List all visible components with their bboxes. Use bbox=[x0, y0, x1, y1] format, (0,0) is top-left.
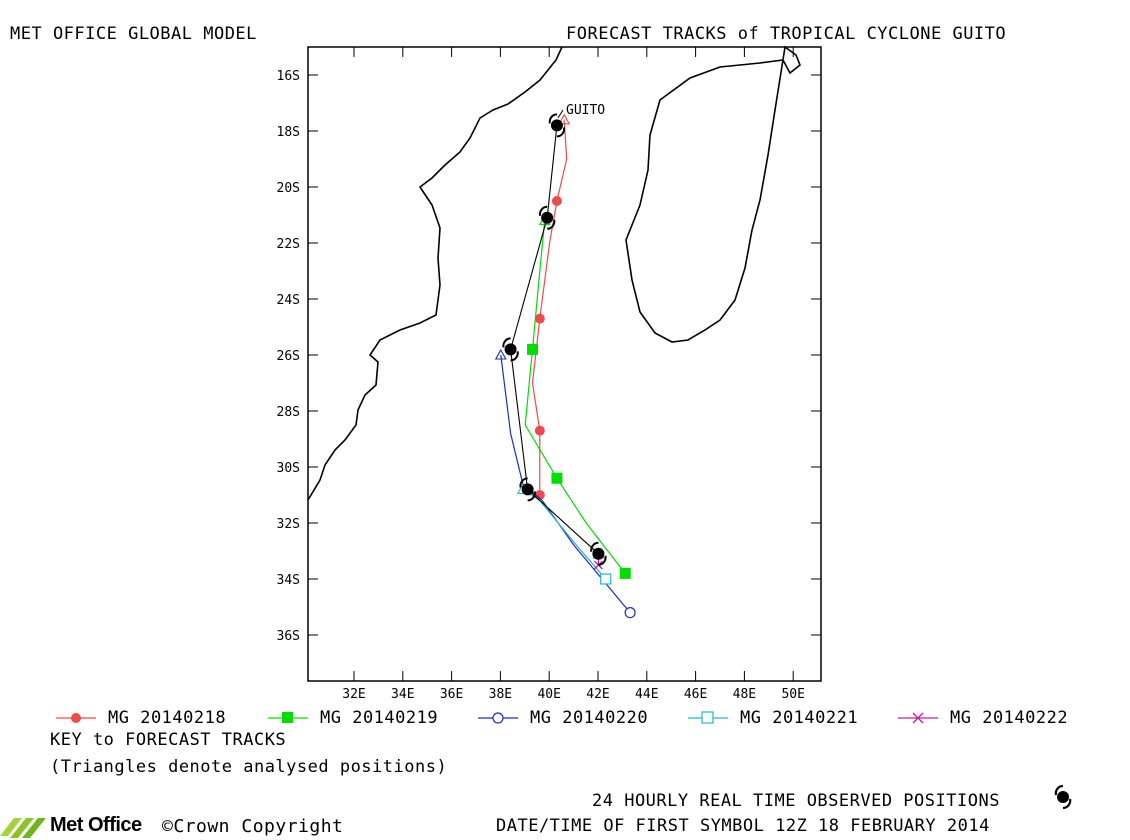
legend-label: MG 20140219 bbox=[320, 708, 439, 728]
lat-tick-label: 16S bbox=[277, 69, 300, 84]
forecast-track-mg-20140220 bbox=[494, 348, 636, 619]
storm-label-leader bbox=[557, 109, 564, 119]
legend-key-note: (Triangles denote analysed positions) bbox=[50, 757, 448, 777]
legend-label: MG 20140218 bbox=[108, 708, 227, 728]
lat-tick-label: 30S bbox=[277, 461, 300, 476]
lon-tick-label: 34E bbox=[391, 687, 414, 702]
lat-tick-label: 26S bbox=[277, 349, 300, 364]
lon-tick-label: 38E bbox=[489, 687, 512, 702]
cyclone-symbol-icon bbox=[538, 205, 556, 230]
lat-tick-label: 36S bbox=[277, 629, 300, 644]
legend-marker-icon bbox=[898, 712, 938, 724]
track-marker bbox=[527, 343, 539, 355]
track-line bbox=[522, 488, 607, 580]
lat-tick-label: 28S bbox=[277, 405, 300, 420]
lat-tick-label: 22S bbox=[277, 237, 300, 252]
analysed-triangle bbox=[558, 113, 571, 125]
met-office-logo-text: Met Office bbox=[50, 814, 142, 836]
lat-tick-label: 20S bbox=[277, 181, 300, 196]
lat-tick-label: 18S bbox=[277, 125, 300, 140]
track-marker bbox=[551, 472, 563, 484]
madagascar-coastline bbox=[625, 45, 801, 343]
track-marker bbox=[534, 313, 545, 324]
africa-coastline bbox=[307, 46, 563, 501]
track-marker bbox=[534, 425, 545, 436]
first-symbol-datetime: DATE/TIME OF FIRST SYMBOL 12Z 18 FEBRUAR… bbox=[496, 816, 990, 836]
lon-tick-label: 36E bbox=[440, 687, 463, 702]
lon-tick-label: 48E bbox=[733, 687, 756, 702]
forecast-track-mg-20140218 bbox=[531, 113, 571, 500]
legend-key-title: KEY to FORECAST TRACKS bbox=[50, 730, 287, 750]
lon-tick-label: 44E bbox=[635, 687, 658, 702]
storm-label: GUITO bbox=[566, 103, 605, 118]
cyclone-symbol-icon bbox=[1054, 784, 1072, 810]
lon-tick-label: 50E bbox=[781, 687, 804, 702]
copyright-text: ©Crown Copyright bbox=[162, 816, 344, 837]
cyclone-symbol-icon bbox=[519, 477, 536, 502]
map-frame bbox=[307, 46, 822, 682]
legend-label: MG 20140220 bbox=[530, 708, 649, 728]
track-marker bbox=[600, 573, 612, 585]
cyclone-symbol-icon bbox=[502, 337, 519, 362]
track-marker bbox=[551, 196, 562, 206]
lat-tick-label: 24S bbox=[277, 293, 300, 308]
cyclone-symbol-icon bbox=[548, 113, 566, 138]
chart-title: FORECAST TRACKS of TROPICAL CYCLONE GUIT… bbox=[566, 24, 1007, 44]
cyclone-symbol-icon bbox=[590, 541, 607, 566]
track-line bbox=[524, 220, 626, 574]
lon-tick-label: 42E bbox=[586, 687, 609, 702]
track-marker bbox=[619, 567, 631, 579]
forecast-track-mg-20140219 bbox=[524, 214, 631, 579]
met-office-logo: Met Office bbox=[0, 812, 155, 840]
lat-tick-label: 34S bbox=[277, 573, 300, 588]
analysed-triangle bbox=[494, 348, 507, 360]
lon-tick-label: 46E bbox=[684, 687, 707, 702]
legend-label: MG 20140222 bbox=[950, 708, 1069, 728]
met-office-logo-icon bbox=[0, 818, 46, 838]
legend-marker-icon bbox=[56, 713, 96, 723]
lat-tick-label: 32S bbox=[277, 517, 300, 532]
track-marker bbox=[534, 490, 545, 500]
model-title: MET OFFICE GLOBAL MODEL bbox=[10, 24, 257, 44]
legend-marker-icon bbox=[268, 712, 308, 723]
track-marker bbox=[624, 606, 636, 619]
legend-marker-icon bbox=[688, 711, 728, 724]
legend-marker-icon bbox=[478, 712, 518, 724]
lon-tick-label: 32E bbox=[342, 687, 365, 702]
lon-tick-label: 40E bbox=[537, 687, 560, 702]
observed-positions-label: 24 HOURLY REAL TIME OBSERVED POSITIONS bbox=[592, 791, 1000, 811]
legend-label: MG 20140221 bbox=[740, 708, 859, 728]
track-line bbox=[531, 119, 568, 495]
